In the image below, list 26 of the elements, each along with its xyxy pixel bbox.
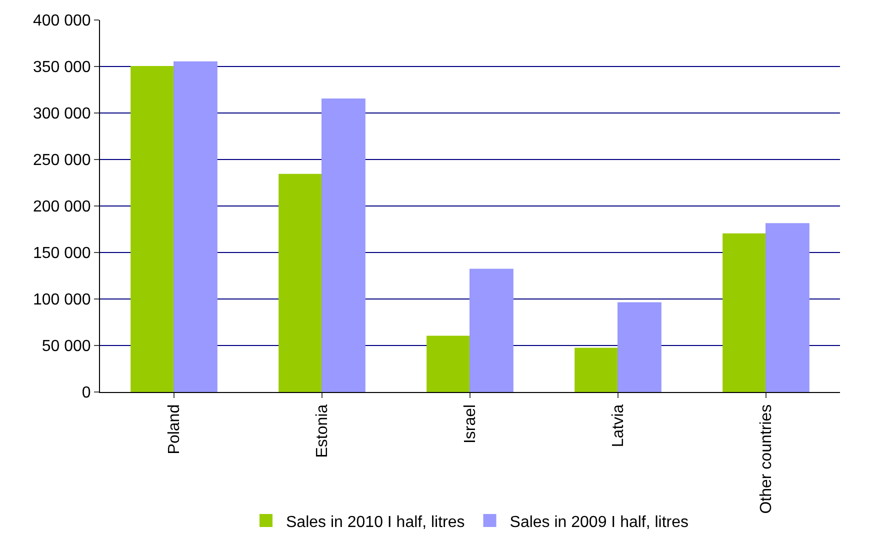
y-tick-label: 350 000	[32, 59, 91, 76]
bar	[618, 302, 662, 392]
x-tick-label: Estonia	[314, 404, 332, 458]
bar	[722, 233, 766, 392]
legend-label: Sales in 2010 I half, litres	[286, 514, 465, 531]
bar	[174, 61, 218, 392]
bar	[470, 268, 514, 392]
y-tick-label: 300 000	[32, 106, 91, 123]
legend-label: Sales in 2009 I half, litres	[510, 514, 689, 531]
x-tick-label: Poland	[166, 404, 184, 454]
y-tick-label: 200 000	[32, 198, 91, 216]
x-tick-label: Other countries	[758, 404, 776, 514]
x-tick-label: Israel	[462, 404, 480, 444]
y-tick-label: 100 000	[32, 292, 91, 309]
y-tick-label: 400 000	[32, 12, 91, 30]
y-tick-label: 0	[82, 384, 91, 402]
bar	[322, 98, 366, 392]
bar	[574, 348, 618, 392]
bar	[426, 336, 470, 392]
bar	[130, 66, 174, 392]
bar	[278, 174, 322, 392]
y-tick-label: 250 000	[32, 152, 91, 170]
y-tick-label: 150 000	[32, 245, 91, 262]
bar	[766, 223, 810, 392]
x-tick-label: Latvia	[610, 404, 628, 448]
y-tick-label: 50 000	[42, 338, 91, 356]
